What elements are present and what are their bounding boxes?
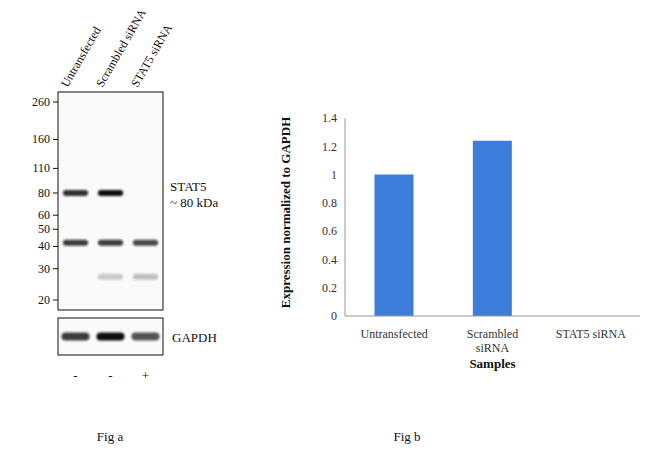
svg-text:STAT5 siRNA: STAT5 siRNA bbox=[128, 22, 175, 90]
svg-text:0.4: 0.4 bbox=[322, 253, 337, 267]
svg-text:60: 60 bbox=[38, 208, 50, 222]
svg-text:1.2: 1.2 bbox=[322, 140, 337, 154]
svg-text:0.6: 0.6 bbox=[322, 224, 337, 238]
svg-text:0.8: 0.8 bbox=[322, 196, 337, 210]
svg-text:20: 20 bbox=[38, 293, 50, 307]
svg-text:260: 260 bbox=[32, 95, 50, 109]
svg-text:~ 80 kDa: ~ 80 kDa bbox=[170, 195, 218, 210]
svg-text:Scrambled siRNA: Scrambled siRNA bbox=[93, 6, 149, 90]
svg-text:30: 30 bbox=[38, 262, 50, 276]
svg-text:1: 1 bbox=[331, 168, 337, 182]
svg-text:-: - bbox=[108, 368, 112, 383]
svg-text:40: 40 bbox=[38, 239, 50, 253]
html-text:Expression normalized to GAPDH: Expression normalized to GAPDH bbox=[277, 116, 293, 309]
svg-text:GAPDH: GAPDH bbox=[172, 330, 217, 345]
svg-text:+: + bbox=[142, 368, 149, 383]
svg-text:110: 110 bbox=[32, 161, 50, 175]
svg-text:STAT5 siRNA: STAT5 siRNA bbox=[556, 327, 626, 341]
svg-text:Fig a: Fig a bbox=[97, 429, 124, 444]
svg-text:Samples: Samples bbox=[469, 356, 515, 371]
svg-text:STAT5: STAT5 bbox=[170, 179, 207, 194]
svg-text:160: 160 bbox=[32, 132, 50, 146]
svg-text:-: - bbox=[73, 368, 77, 383]
svg-text:0.2: 0.2 bbox=[322, 281, 337, 295]
svg-text:1.4: 1.4 bbox=[322, 111, 337, 125]
svg-text:Untransfected: Untransfected bbox=[58, 24, 104, 90]
svg-text:50: 50 bbox=[38, 222, 50, 236]
svg-text:Fig b: Fig b bbox=[393, 429, 420, 444]
svg-text:0: 0 bbox=[331, 309, 337, 323]
svg-text:Untransfected: Untransfected bbox=[361, 327, 428, 341]
svg-text:ScrambledsiRNA: ScrambledsiRNA bbox=[467, 327, 518, 355]
svg-text:80: 80 bbox=[38, 186, 50, 200]
